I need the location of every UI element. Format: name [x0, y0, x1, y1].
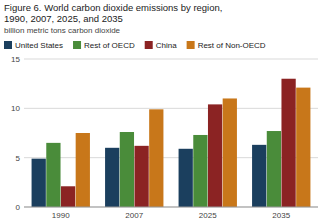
bar — [208, 104, 222, 207]
bar — [61, 186, 75, 207]
legend-swatch — [4, 41, 12, 49]
bars — [32, 79, 311, 207]
x-tick-label: 2035 — [272, 211, 290, 220]
bar — [76, 133, 90, 207]
bar — [193, 135, 207, 207]
legend-label: Rest of OECD — [84, 41, 135, 50]
y-tick-label: 10 — [11, 104, 20, 113]
bar — [252, 145, 266, 207]
y-axis-label: billion metric tons carbon dioxide — [4, 26, 121, 35]
y-tick-label: 5 — [16, 154, 21, 163]
bar — [46, 143, 60, 207]
y-tick-label: 15 — [11, 55, 20, 64]
subtitle: 1990, 2007, 2025, and 2035 — [4, 13, 123, 24]
legend-label: China — [156, 41, 177, 50]
legend-swatch — [145, 41, 153, 49]
x-axis-line — [24, 207, 318, 208]
legend-label: Rest of Non-OECD — [198, 41, 266, 50]
legend-swatch — [73, 41, 81, 49]
bar — [281, 79, 295, 207]
y-grid — [24, 59, 318, 207]
chart: Figure 6. World carbon dioxide emissions… — [0, 0, 323, 221]
bar — [32, 159, 46, 207]
bar — [134, 146, 148, 207]
bar — [105, 148, 119, 207]
x-tick-label: 2007 — [125, 211, 143, 220]
legend-swatch — [187, 41, 195, 49]
grid-line — [24, 108, 318, 109]
grid-line — [24, 59, 318, 60]
bar — [149, 109, 163, 207]
title: Figure 6. World carbon dioxide emissions… — [4, 2, 222, 13]
grid-line — [24, 207, 318, 208]
legend-label: United States — [15, 41, 63, 50]
bar — [120, 132, 134, 207]
bar — [179, 149, 193, 207]
x-tick-label: 1990 — [52, 211, 70, 220]
y-tick-label: 0 — [16, 203, 21, 212]
bar — [223, 98, 237, 207]
bar — [267, 131, 281, 207]
legend: United States Rest of OECD China Rest of No… — [4, 41, 266, 50]
bar — [296, 88, 310, 207]
x-tick-label: 2025 — [199, 211, 217, 220]
